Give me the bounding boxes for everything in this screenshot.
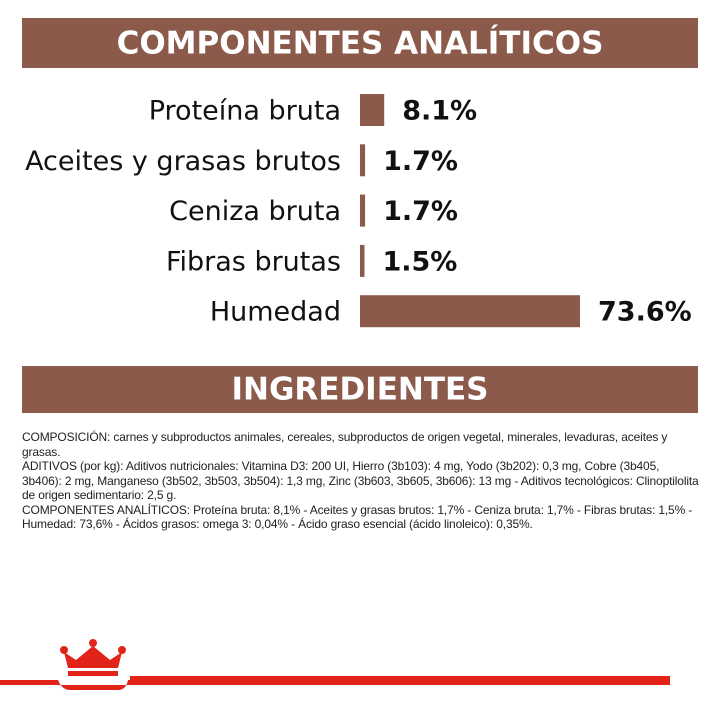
chart-title: COMPONENTES ANALÍTICOS: [117, 26, 604, 62]
crown-dot: [60, 646, 68, 654]
bar: [360, 144, 366, 177]
value-label: 73.6%: [598, 297, 692, 328]
category-label: Aceites y grasas brutos: [25, 146, 341, 177]
value-label: 8.1%: [402, 96, 477, 127]
crown-base: [68, 671, 118, 676]
crown: [64, 646, 122, 668]
bar: [360, 295, 580, 328]
paragraph: ADITIVOS (por kg): Aditivos nutricionale…: [22, 459, 699, 502]
bar: [360, 194, 366, 227]
category-label: Ceniza bruta: [169, 196, 341, 227]
paragraph: COMPONENTES ANALÍTICOS: Proteína bruta: …: [22, 502, 693, 532]
paragraph: COMPOSICIÓN: carnes y subproductos anima…: [22, 430, 668, 459]
bar: [360, 94, 385, 126]
ingredients-band: [22, 366, 698, 413]
category-label: Proteína bruta: [149, 96, 341, 127]
crown-dot: [89, 639, 97, 647]
category-label: Humedad: [210, 297, 341, 328]
ingredients-title: INGREDIENTES: [231, 372, 488, 408]
bar: [360, 244, 365, 277]
title-band: [22, 18, 698, 68]
crown-dot: [118, 646, 126, 654]
value-label: 1.7%: [383, 146, 458, 177]
value-label: 1.5%: [382, 246, 457, 277]
ingredients-text: COMPOSICIÓN: carnes y subproductos anima…: [22, 430, 702, 532]
category-label: Fibras brutas: [166, 246, 341, 277]
footer: [0, 639, 670, 690]
footer-curve: [0, 680, 130, 690]
value-label: 1.7%: [383, 196, 458, 227]
footer-line: [130, 676, 670, 685]
